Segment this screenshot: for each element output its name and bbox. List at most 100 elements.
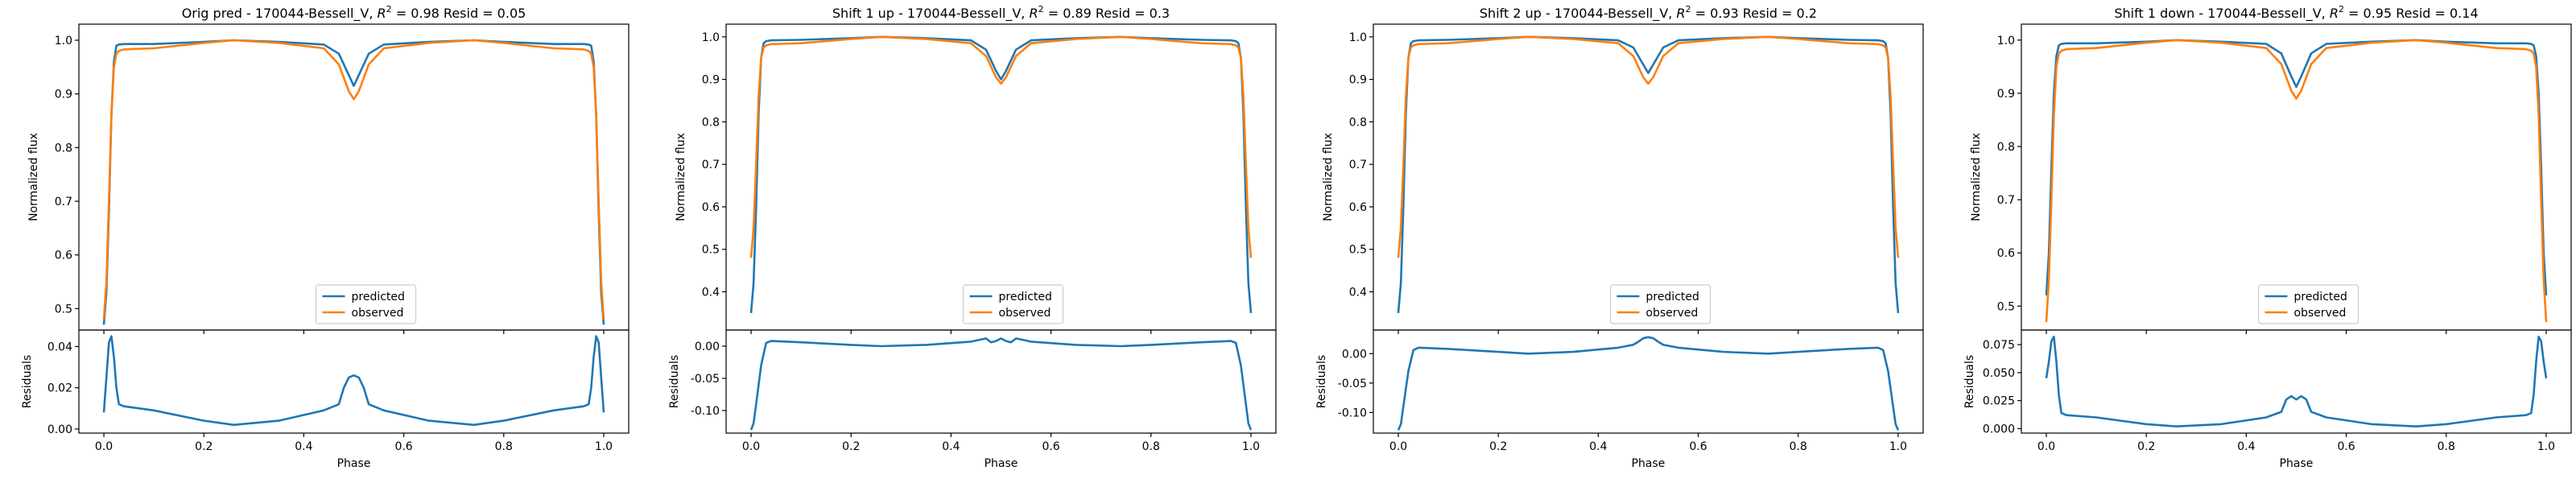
flux-y-tick-label: 1.0 [1997,35,2015,47]
flux-y-tick-label: 0.7 [702,159,720,171]
series-line-observed [2045,39,2548,323]
flux-y-tick-label: 0.6 [55,250,72,262]
residual-line [2045,335,2548,428]
residual-axes-frame [725,329,1277,434]
series-line-observed [1397,35,1900,258]
chart-title: Shift 1 down - 170044-Bessell_V, R2 = 0.… [2114,4,2478,22]
residual-y-tick-label: 0.00 [1342,348,1367,361]
flux-y-tick-label: 0.8 [55,142,72,155]
flux-y-tick-label: 0.4 [702,287,720,299]
flux-axes-frame [725,23,1277,331]
flux-y-tick-label: 0.5 [55,303,72,316]
chart-panel-4: Shift 1 down - 170044-Bessell_V, R2 = 0.… [1963,4,2572,470]
legend-box [1609,284,1711,324]
flux-y-tick-label: 1.0 [55,35,72,47]
residual-x-tick-label: 0.8 [495,440,513,453]
residual-y-tick-label: -0.05 [1338,378,1367,390]
residual-x-tick-label: 0.4 [942,440,960,453]
flux-y-axis-label: Normalized flux [1970,133,1983,221]
chart-panel-3: Shift 2 up - 170044-Bessell_V, R2 = 0.93… [1315,4,1924,470]
legend-label: observed [2294,307,2347,320]
residual-x-tick-label: 0.4 [1589,440,1607,453]
flux-y-tick-label: 0.6 [702,201,720,214]
chart-panel-2: Shift 1 up - 170044-Bessell_V, R2 = 0.89… [668,4,1277,470]
residual-y-tick-label: 0.02 [47,382,72,395]
flux-y-tick-label: 0.9 [702,74,720,87]
series-line-observed [749,35,1253,258]
legend-label: predicted [352,291,405,303]
flux-y-tick-label: 0.7 [1349,159,1367,171]
legend-box [315,284,417,324]
chart-title-value: = 0.89 Resid = 0.3 [1044,6,1170,21]
chart-title-r2-exp: 2 [1038,4,1044,14]
flux-y-axis-label: Normalized flux [675,133,687,221]
flux-y-tick-label: 0.6 [1349,201,1367,214]
legend-label: observed [352,307,404,320]
flux-y-tick-label: 1.0 [1349,31,1367,44]
residual-y-axis-label: Residuals [668,355,681,408]
flux-axes-frame [78,23,630,331]
residual-x-tick-label: 0.0 [2037,440,2055,453]
flux-y-tick-label: 0.7 [1997,194,2015,207]
flux-y-tick-label: 0.8 [1997,141,2015,154]
residual-x-tick-label: 0.8 [1142,440,1160,453]
flux-y-tick-label: 0.9 [55,89,72,101]
residual-y-axis-label: Residuals [1963,355,1976,408]
residual-x-tick-label: 0.6 [2337,440,2355,453]
chart-title-r2-label: R [2330,6,2339,21]
residual-x-tick-label: 0.2 [842,440,860,453]
chart-title-prefix: Shift 1 up - 170044-Bessell_V, [832,6,1030,22]
residual-x-tick-label: 0.0 [1389,440,1407,453]
residual-y-tick-label: 0.025 [1983,395,2015,408]
series-line-predicted [749,35,1253,314]
residual-axes-frame [78,329,630,434]
legend-label: predicted [2294,291,2347,303]
chart-title-r2-label: R [378,6,386,21]
residual-x-tick-label: 0.8 [2438,440,2455,453]
x-axis-label: Phase [985,457,1018,470]
flux-y-tick-label: 0.4 [1349,287,1367,299]
residual-x-tick-label: 0.0 [95,440,113,453]
flux-y-axis-label: Normalized flux [27,133,40,221]
residual-line [102,335,605,427]
chart-title: Shift 2 up - 170044-Bessell_V, R2 = 0.93… [1480,4,1817,22]
flux-y-tick-label: 0.8 [1349,116,1367,129]
residual-x-tick-label: 0.2 [2137,440,2155,453]
chart-title-value: = 0.93 Resid = 0.2 [1691,6,1818,21]
flux-axes-frame [1373,23,1924,331]
x-axis-label: Phase [1632,457,1666,470]
legend-box [2257,284,2359,324]
flux-y-tick-label: 0.5 [1349,244,1367,257]
legend: predicted observed [1609,284,1711,324]
legend-label: predicted [1646,291,1699,303]
legend-label: predicted [999,291,1052,303]
residual-x-tick-label: 0.4 [2237,440,2255,453]
flux-y-tick-label: 0.7 [55,196,72,208]
residual-y-tick-label: 0.00 [47,423,72,436]
residual-x-tick-label: 0.2 [1489,440,1507,453]
chart-title: Shift 1 up - 170044-Bessell_V, R2 = 0.89… [832,4,1170,22]
chart-title-prefix: Orig pred - 170044-Bessell_V, [182,6,378,22]
series-line-predicted [2045,39,2548,296]
chart-title-r2-exp: 2 [1686,4,1691,14]
residual-line [1397,336,1900,431]
residual-y-axis-label: Residuals [1315,355,1328,408]
x-axis-label: Phase [2280,457,2314,470]
residual-x-tick-label: 0.6 [394,440,412,453]
residual-x-tick-label: 0.8 [1790,440,1807,453]
residual-y-tick-label: -0.10 [1338,407,1367,419]
chart-title-value: = 0.95 Resid = 0.14 [2344,6,2479,21]
legend: predicted observed [2257,284,2359,324]
residual-x-tick-label: 1.0 [1889,440,1907,453]
residual-x-tick-label: 0.2 [195,440,213,453]
flux-axes-frame [2021,23,2572,331]
flux-y-axis-label: Normalized flux [1322,133,1335,221]
legend-label: observed [999,307,1051,320]
flux-y-tick-label: 0.8 [702,116,720,129]
residual-y-tick-label: 0.050 [1983,367,2015,380]
flux-y-tick-label: 0.9 [1997,88,2015,101]
residual-y-tick-label: 0.00 [695,341,720,353]
legend-label: observed [1646,307,1699,320]
residual-x-tick-label: 1.0 [2537,440,2555,453]
